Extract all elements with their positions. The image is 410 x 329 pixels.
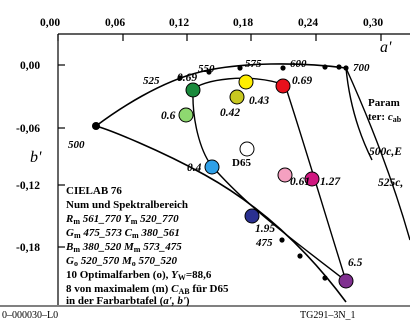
info-optimal-line: 10 Optimalfarben (o), YW=88,6 bbox=[66, 269, 212, 282]
x-tick-label: 0,24 bbox=[298, 17, 318, 29]
wavelength-label-525: 525 bbox=[143, 75, 160, 87]
wavelength-label-600: 600 bbox=[290, 58, 307, 70]
y-tick-label: -0,18 bbox=[16, 242, 40, 254]
value-label: 0.61 bbox=[290, 176, 310, 188]
y-tick-label: -0,06 bbox=[16, 123, 40, 135]
d65-white-point bbox=[239, 141, 255, 157]
value-label: 6.5 bbox=[348, 257, 363, 269]
info-row: Bm 380_520 Mm 573_475 bbox=[65, 241, 182, 254]
d65-label: D65 bbox=[232, 157, 251, 169]
y-ticks bbox=[58, 64, 65, 248]
green-max-marker bbox=[178, 107, 194, 123]
blue-max-marker bbox=[244, 208, 260, 224]
green-optimal-marker bbox=[185, 82, 201, 98]
value-label: 0.4 bbox=[187, 162, 202, 174]
wavelength-label-550: 550 bbox=[198, 63, 215, 75]
info-block: CIELAB 76 Num und Spektralbereich Rm 561… bbox=[65, 185, 229, 307]
x-tick-label: 0,06 bbox=[105, 17, 125, 29]
param-label-2: ter: cab bbox=[368, 111, 402, 124]
x-axis-label: a' bbox=[380, 39, 392, 56]
value-label: 0.69 bbox=[292, 75, 312, 87]
footer-right: TG291–3N_1 bbox=[300, 310, 356, 321]
cyan-max-marker bbox=[204, 159, 220, 175]
param-curve-label-1: 500c,E bbox=[369, 146, 402, 158]
info-row: Rm 561_770 Ym 520_770 bbox=[65, 213, 179, 226]
y-tick-label: 0,00 bbox=[20, 60, 40, 72]
x-tick-label: 0,30 bbox=[363, 17, 383, 29]
footer-left: 0–000030–L0 bbox=[2, 310, 58, 321]
value-label: 1.95 bbox=[255, 223, 275, 235]
param-curve-right bbox=[345, 67, 410, 241]
x-tick-label: 0,12 bbox=[169, 17, 189, 29]
x-ticks bbox=[57, 34, 382, 41]
value-label: 1.27 bbox=[320, 176, 341, 188]
yellow-max-marker bbox=[229, 89, 245, 105]
param-curve-right-2 bbox=[345, 67, 373, 161]
y-tick-label: -0,12 bbox=[16, 180, 40, 192]
param-label: Param bbox=[368, 97, 400, 109]
info-max-line: 8 von maximalem (m) CAB für D65 bbox=[66, 283, 229, 296]
wavelength-label-475: 475 bbox=[255, 237, 273, 249]
value-label: 0.69 bbox=[177, 72, 197, 84]
value-label: 0.6 bbox=[161, 110, 176, 122]
pink-max-marker bbox=[277, 167, 293, 183]
info-subtitle: Num und Spektralbereich bbox=[66, 199, 188, 211]
locus-ticks bbox=[92, 64, 349, 281]
value-label: 0.42 bbox=[220, 107, 240, 119]
info-row: Go 520_570 Mo 570_520 bbox=[66, 255, 177, 268]
wavelength-label-575: 575 bbox=[245, 58, 262, 70]
wavelength-label-700: 700 bbox=[353, 62, 370, 74]
info-title: CIELAB 76 bbox=[66, 185, 122, 197]
value-label: 0.43 bbox=[249, 95, 269, 107]
yellow-optimal-marker bbox=[238, 74, 254, 90]
magenta-optimal-marker bbox=[304, 171, 320, 187]
y-axis-label: b' bbox=[30, 149, 42, 166]
violet-optimal-marker bbox=[338, 273, 354, 289]
info-tafel-line: in der Farbarbtafel (a', b') bbox=[66, 295, 190, 307]
wavelength-label-500: 500 bbox=[68, 139, 85, 151]
x-tick-label: 0,00 bbox=[40, 17, 60, 29]
info-row: Gm 475_573 Cm 380_561 bbox=[66, 227, 180, 240]
x-tick-label: 0,18 bbox=[233, 17, 253, 29]
red-optimal-marker bbox=[275, 78, 291, 94]
param-curve-label-2: 525c, bbox=[378, 177, 403, 189]
